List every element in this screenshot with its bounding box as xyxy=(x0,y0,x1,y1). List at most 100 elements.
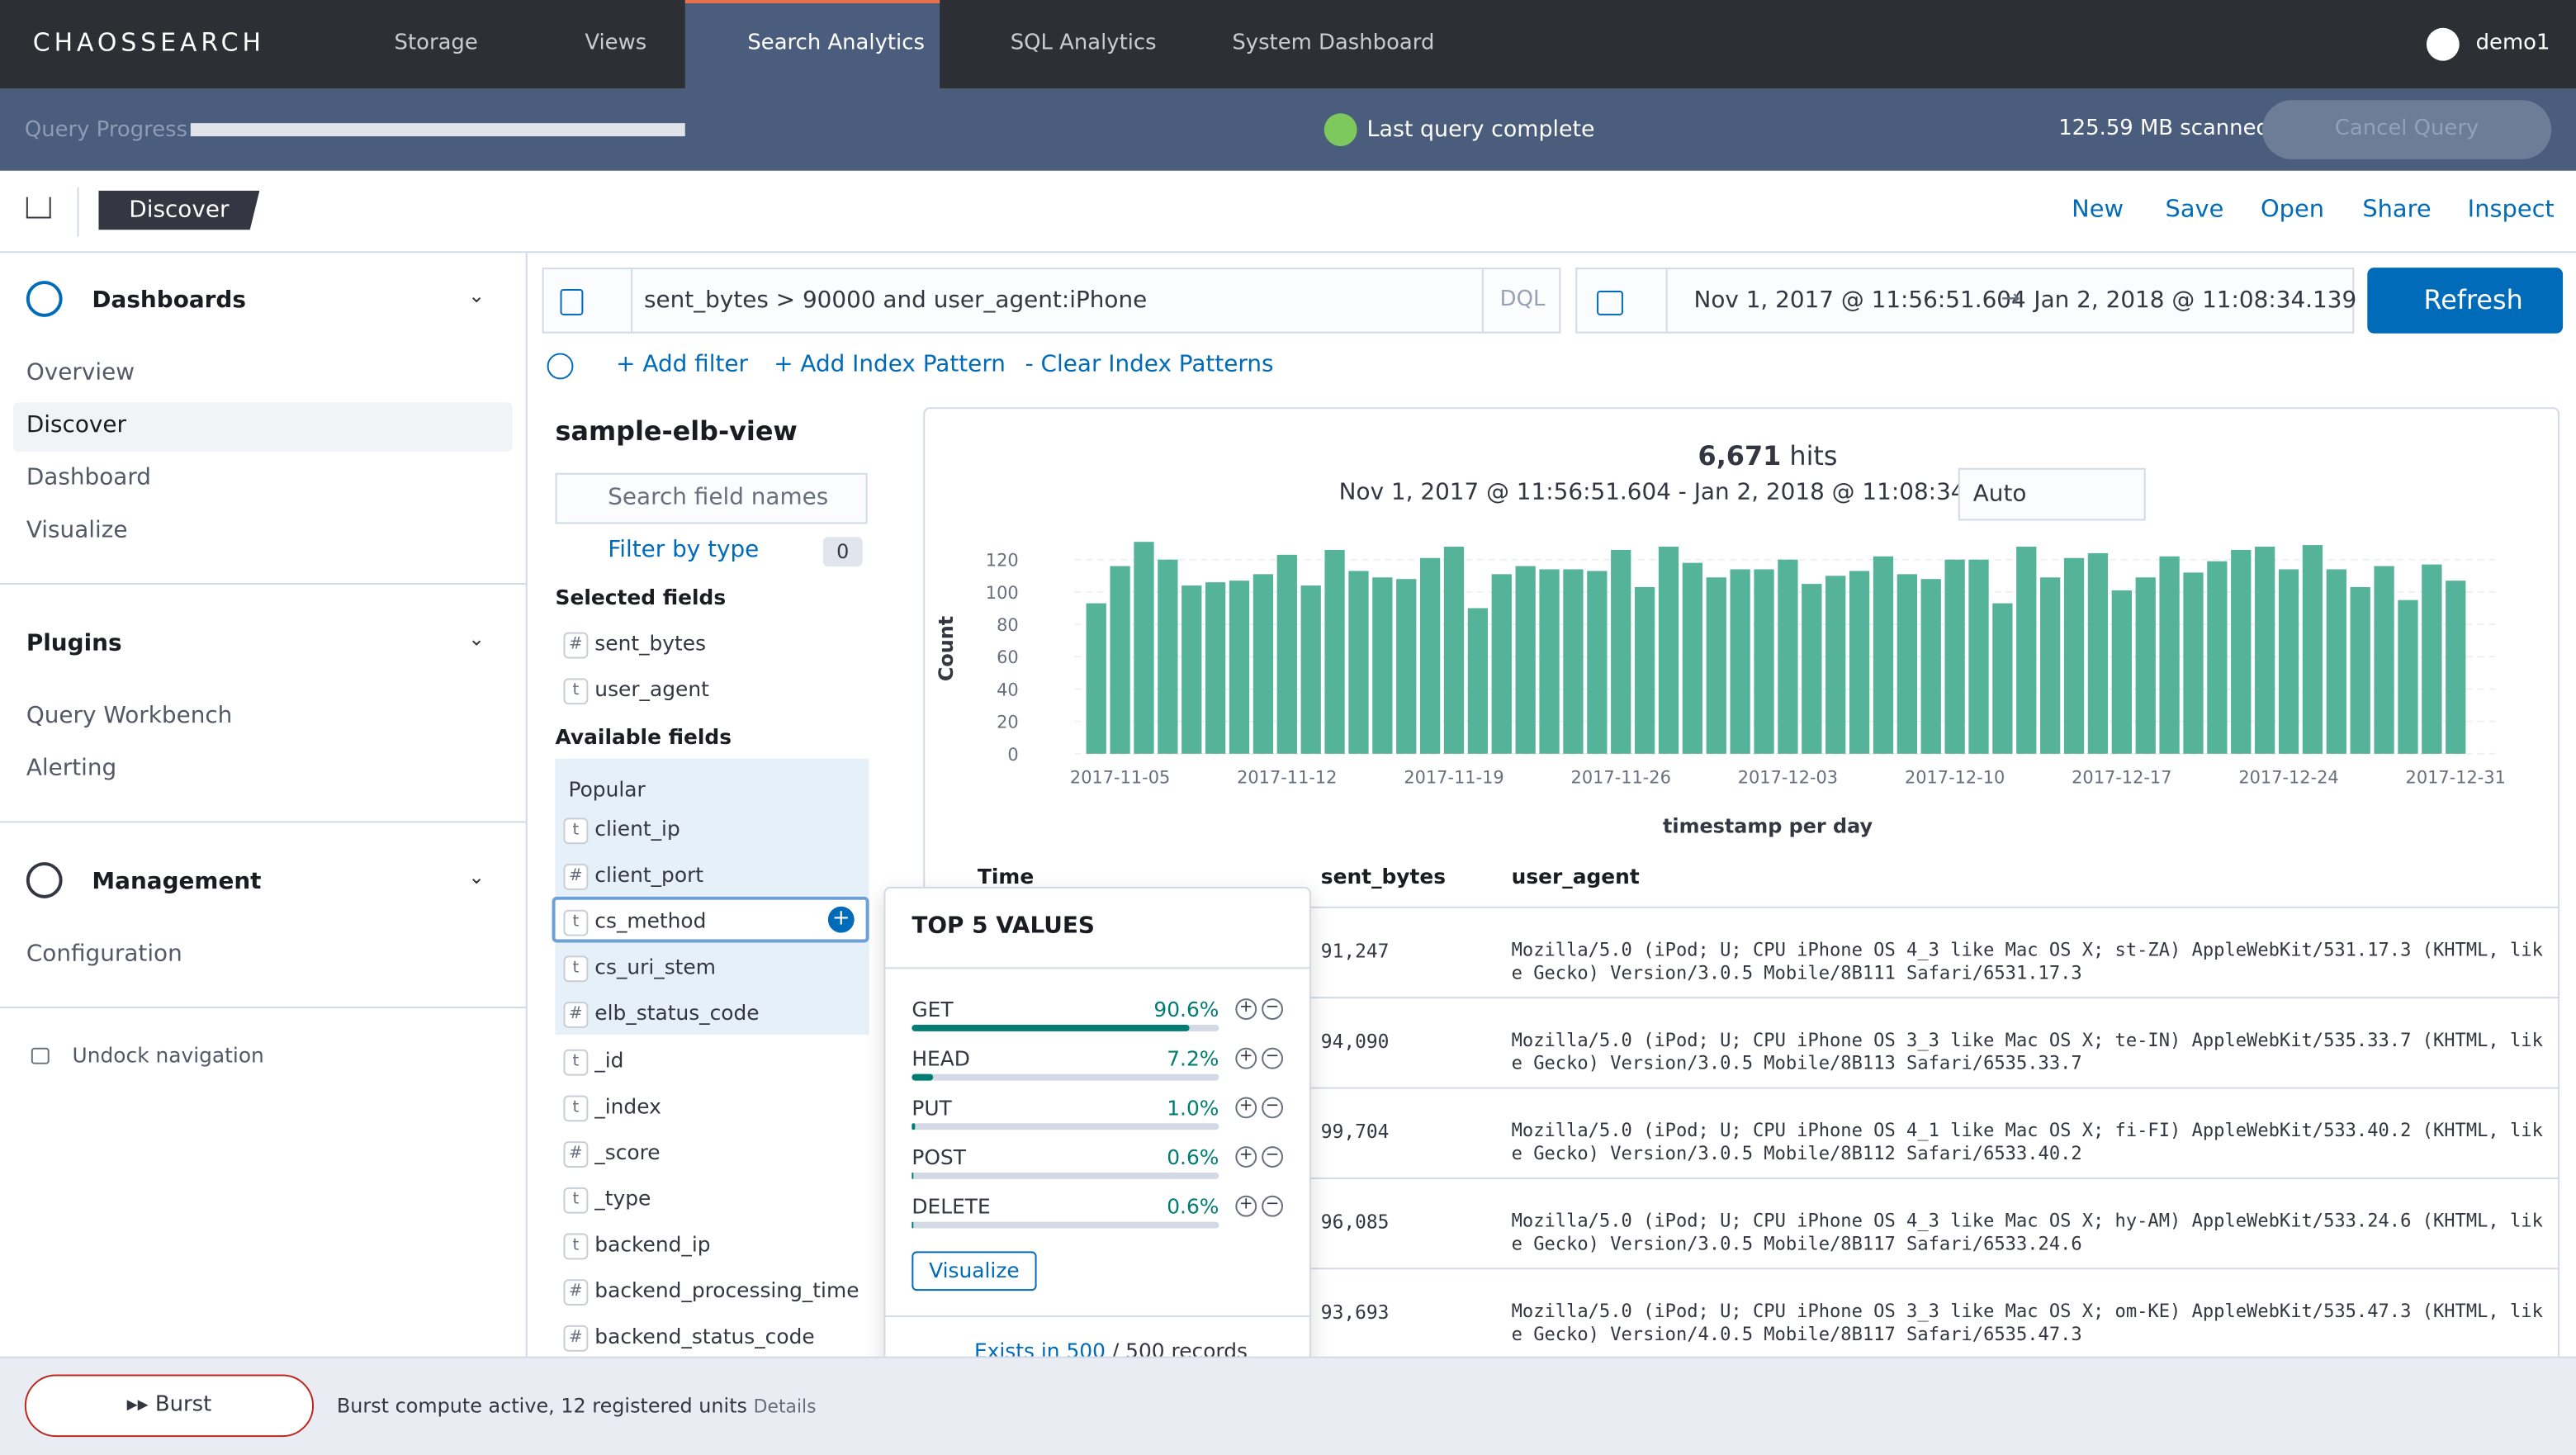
bar xyxy=(1873,556,1894,754)
field-name[interactable]: client_ip xyxy=(594,816,680,841)
filter-link[interactable]: - Clear Index Patterns xyxy=(1025,351,1274,378)
y-tick-label: 120 xyxy=(986,551,1019,571)
header-action[interactable]: Open xyxy=(2260,197,2325,224)
filter-in[interactable]: + xyxy=(1235,1146,1257,1168)
filter-out[interactable]: − xyxy=(1262,1195,1284,1217)
sidebar-item[interactable]: Query Workbench xyxy=(26,703,233,729)
nav-tab[interactable]: Views xyxy=(585,31,647,56)
bar xyxy=(1205,582,1226,754)
field-name[interactable]: _type xyxy=(594,1185,651,1211)
bar xyxy=(1896,574,1917,754)
burst-label[interactable]: Burst xyxy=(154,1392,212,1418)
nav-tab[interactable]: SQL Analytics xyxy=(1010,31,1157,56)
cell-bytes: 93,693 xyxy=(1320,1301,1390,1324)
field-name[interactable]: backend_ip xyxy=(594,1231,711,1257)
x-tick-label: 2017-12-31 xyxy=(2406,768,2506,788)
filter-in[interactable]: + xyxy=(1235,1097,1257,1119)
filter-icon[interactable] xyxy=(547,353,574,380)
bar xyxy=(2135,577,2156,754)
query-text[interactable]: sent_bytes > 90000 and user_agent:iPhone xyxy=(644,287,1148,314)
column-header[interactable]: sent_bytes xyxy=(1320,864,1447,889)
query-bar[interactable]: sent_bytes > 90000 and user_agent:iPhone… xyxy=(542,268,1561,334)
user-name[interactable]: demo1 xyxy=(2475,31,2550,56)
y-tick-label: 60 xyxy=(997,647,1019,667)
undock[interactable]: Undock navigation xyxy=(72,1042,264,1068)
filter-link[interactable]: + Add Index Pattern xyxy=(774,351,1006,378)
filter-out[interactable]: − xyxy=(1262,1047,1284,1069)
field-name[interactable]: backend_processing_time xyxy=(594,1277,859,1303)
field-name[interactable]: elb_status_code xyxy=(594,1000,760,1025)
user-icon xyxy=(2426,27,2460,61)
add-icon[interactable]: + xyxy=(827,906,855,933)
bar xyxy=(2374,566,2394,754)
filter-link[interactable]: + Add filter xyxy=(616,351,748,378)
sidebar-item[interactable]: Discover xyxy=(26,412,126,438)
filter-type[interactable]: Filter by type xyxy=(608,537,760,564)
burst-text: Burst compute active, 12 registered unit… xyxy=(336,1394,748,1418)
field-name[interactable]: cs_method xyxy=(594,908,707,933)
calendar-icon[interactable] xyxy=(1597,290,1623,315)
sidebar-item[interactable]: Alerting xyxy=(26,755,117,782)
status-icon xyxy=(1324,113,1357,146)
nav-tab[interactable]: Storage xyxy=(394,31,478,56)
field-name[interactable]: client_port xyxy=(594,862,704,887)
filter-in[interactable]: + xyxy=(1235,1195,1257,1217)
column-header[interactable]: user_agent xyxy=(1511,864,1640,889)
header-action[interactable]: Save xyxy=(2165,197,2224,224)
divider xyxy=(885,967,1309,969)
header-action[interactable]: Inspect xyxy=(2467,197,2555,224)
cell-agent: Mozilla/5.0 (iPod; U; CPU iPhone OS 3_3 … xyxy=(1511,1301,2543,1345)
column-header[interactable]: Time xyxy=(977,864,1035,889)
brand[interactable]: CHAOSSEARCH xyxy=(32,27,265,58)
date-to[interactable]: Jan 2, 2018 @ 11:08:34.139 xyxy=(2034,287,2357,314)
filter-out[interactable]: − xyxy=(1262,998,1284,1020)
burst-button[interactable]: ▸▸ Burst xyxy=(24,1374,315,1438)
field-name[interactable]: user_agent xyxy=(594,676,709,702)
cell-bytes: 99,704 xyxy=(1320,1120,1390,1144)
filter-in[interactable]: + xyxy=(1235,1047,1257,1069)
search-box[interactable] xyxy=(555,472,868,524)
saved-query-icon[interactable] xyxy=(560,289,584,315)
header-action[interactable]: New xyxy=(2072,197,2124,224)
field-name[interactable]: backend_status_code xyxy=(594,1323,815,1348)
filter-out[interactable]: − xyxy=(1262,1097,1284,1119)
x-axis-label: timestamp per day xyxy=(1663,814,1873,837)
section-title[interactable]: Management xyxy=(92,869,262,895)
date-picker[interactable]: Nov 1, 2017 @ 11:56:51.604 → Jan 2, 2018… xyxy=(1575,268,2357,334)
filter-in[interactable]: + xyxy=(1235,998,1257,1020)
section-title[interactable]: Plugins xyxy=(26,630,122,657)
filter-out[interactable]: − xyxy=(1262,1146,1284,1168)
x-tick-label: 2017-12-10 xyxy=(1905,768,2005,788)
header-action[interactable]: Share xyxy=(2362,197,2432,224)
visualize-button[interactable]: Visualize xyxy=(912,1251,1037,1291)
refresh-button[interactable]: Refresh xyxy=(2367,268,2564,334)
interval-select[interactable]: Auto xyxy=(1958,467,2146,521)
sidebar-item[interactable]: Overview xyxy=(26,359,135,386)
field-name[interactable]: _score xyxy=(594,1140,661,1164)
bar xyxy=(2302,545,2323,754)
sidebar-item[interactable]: Visualize xyxy=(26,517,128,544)
field-type: t xyxy=(563,1187,589,1214)
value-track xyxy=(912,1172,1219,1179)
field-name[interactable]: cs_uri_stem xyxy=(594,954,716,979)
date-from[interactable]: Nov 1, 2017 @ 11:56:51.604 xyxy=(1693,287,2026,314)
sidebar-item[interactable]: Dashboard xyxy=(26,464,151,491)
nav-tab[interactable]: Search Analytics xyxy=(747,31,925,56)
cancel-button[interactable]: Cancel Query xyxy=(2261,100,2552,159)
bar xyxy=(2326,569,2346,754)
nav-tab[interactable]: System Dashboard xyxy=(1232,31,1435,56)
field-name[interactable]: _id xyxy=(594,1047,624,1073)
details-link[interactable]: Details xyxy=(753,1396,817,1418)
home-icon[interactable] xyxy=(26,197,51,219)
search-placeholder[interactable]: Search field names xyxy=(608,484,829,511)
query-language[interactable]: DQL xyxy=(1499,287,1546,312)
cell-bytes: 96,085 xyxy=(1320,1210,1390,1234)
bar xyxy=(1992,603,2013,754)
sidebar-item[interactable]: Configuration xyxy=(26,941,182,968)
index-pattern[interactable]: sample-elb-view xyxy=(555,415,798,447)
field-name[interactable]: sent_bytes xyxy=(594,630,707,656)
section-title[interactable]: Dashboards xyxy=(92,287,246,314)
status: Last query complete xyxy=(1366,116,1595,144)
field-name[interactable]: _index xyxy=(594,1093,661,1119)
